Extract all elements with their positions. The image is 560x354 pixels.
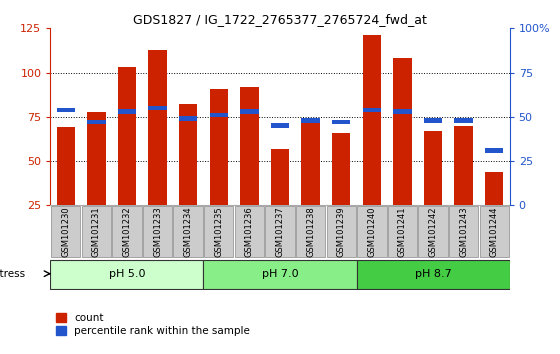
Bar xyxy=(485,172,503,205)
Title: GDS1827 / IG_1722_2765377_2765724_fwd_at: GDS1827 / IG_1722_2765377_2765724_fwd_at xyxy=(133,13,427,26)
FancyBboxPatch shape xyxy=(296,206,325,257)
Legend: count, percentile rank within the sample: count, percentile rank within the sample xyxy=(55,313,250,336)
Text: GSM101237: GSM101237 xyxy=(276,206,284,257)
FancyBboxPatch shape xyxy=(326,206,356,257)
Bar xyxy=(209,88,228,205)
FancyBboxPatch shape xyxy=(235,206,264,257)
Bar xyxy=(363,35,381,205)
Bar xyxy=(485,148,503,153)
Text: GSM101230: GSM101230 xyxy=(61,206,70,257)
Bar xyxy=(240,87,259,205)
Bar xyxy=(301,120,320,205)
Text: GSM101239: GSM101239 xyxy=(337,206,346,257)
Bar xyxy=(393,58,412,205)
Bar xyxy=(57,108,75,112)
FancyBboxPatch shape xyxy=(449,206,478,257)
Bar xyxy=(148,106,167,110)
FancyBboxPatch shape xyxy=(50,260,203,289)
Bar xyxy=(424,131,442,205)
FancyBboxPatch shape xyxy=(357,206,386,257)
Bar xyxy=(332,133,351,205)
Bar xyxy=(118,67,136,205)
FancyBboxPatch shape xyxy=(203,260,357,289)
FancyBboxPatch shape xyxy=(82,206,111,257)
Text: GSM101234: GSM101234 xyxy=(184,206,193,257)
Bar xyxy=(271,149,289,205)
Bar xyxy=(332,120,351,124)
Text: GSM101240: GSM101240 xyxy=(367,207,376,257)
Text: pH 5.0: pH 5.0 xyxy=(109,269,145,279)
FancyBboxPatch shape xyxy=(204,206,234,257)
Text: GSM101236: GSM101236 xyxy=(245,206,254,257)
Bar xyxy=(271,124,289,128)
Bar xyxy=(179,116,197,121)
FancyBboxPatch shape xyxy=(174,206,203,257)
Bar xyxy=(87,112,105,205)
Text: pH 8.7: pH 8.7 xyxy=(415,269,451,279)
Text: GSM101235: GSM101235 xyxy=(214,206,223,257)
Bar xyxy=(301,118,320,122)
Bar xyxy=(363,108,381,112)
Bar xyxy=(240,109,259,114)
Text: GSM101238: GSM101238 xyxy=(306,206,315,257)
FancyBboxPatch shape xyxy=(388,206,417,257)
Bar xyxy=(455,126,473,205)
Bar xyxy=(57,127,75,205)
Text: GSM101232: GSM101232 xyxy=(123,206,132,257)
Bar xyxy=(179,104,197,205)
Text: GSM101242: GSM101242 xyxy=(428,207,437,257)
FancyBboxPatch shape xyxy=(112,206,142,257)
FancyBboxPatch shape xyxy=(479,206,509,257)
Text: GSM101244: GSM101244 xyxy=(490,207,499,257)
Text: pH 7.0: pH 7.0 xyxy=(262,269,298,279)
Bar xyxy=(393,109,412,114)
Text: GSM101233: GSM101233 xyxy=(153,206,162,257)
FancyBboxPatch shape xyxy=(143,206,172,257)
FancyBboxPatch shape xyxy=(418,206,448,257)
FancyBboxPatch shape xyxy=(265,206,295,257)
Text: GSM101243: GSM101243 xyxy=(459,206,468,257)
Bar xyxy=(424,118,442,122)
Bar xyxy=(455,118,473,122)
FancyBboxPatch shape xyxy=(51,206,81,257)
Text: GSM101241: GSM101241 xyxy=(398,207,407,257)
FancyBboxPatch shape xyxy=(357,260,510,289)
Bar xyxy=(148,50,167,205)
Bar xyxy=(118,109,136,114)
Text: GSM101231: GSM101231 xyxy=(92,206,101,257)
Bar xyxy=(87,120,105,124)
Bar xyxy=(209,113,228,117)
Text: stress: stress xyxy=(0,269,25,279)
